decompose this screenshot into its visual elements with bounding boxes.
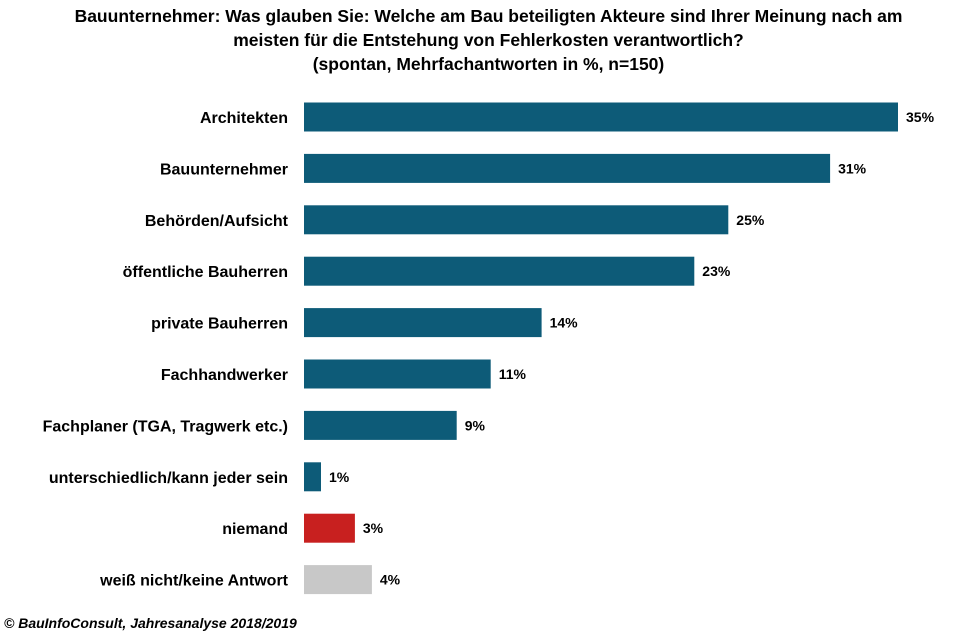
bar-2 [304, 205, 729, 235]
chart-title-line-1: Bauunternehmer: Was glauben Sie: Welche … [74, 6, 903, 26]
category-label-8: niemand [222, 521, 288, 538]
value-label-8: 3% [363, 520, 384, 536]
value-label-7: 1% [329, 469, 350, 485]
category-label-3: öffentliche Bauherren [123, 264, 288, 281]
value-label-9: 4% [380, 572, 401, 588]
value-label-5: 11% [499, 366, 527, 382]
category-label-7: unterschiedlich/kann jeder sein [49, 470, 288, 487]
bar-4 [304, 308, 542, 338]
source-note: © BauInfoConsult, Jahresanalyse 2018/201… [4, 615, 297, 631]
value-label-0: 35% [906, 109, 935, 125]
bar-5 [304, 359, 491, 389]
value-label-6: 9% [465, 417, 486, 433]
chart-title-line-3: (spontan, Mehrfachantworten in %, n=150) [312, 54, 665, 74]
chart-title-line-2: meisten für die Entstehung von Fehlerkos… [233, 30, 744, 50]
value-label-3: 23% [702, 263, 731, 279]
bar-8 [304, 513, 355, 543]
category-label-6: Fachplaner (TGA, Tragwerk etc.) [43, 418, 288, 435]
category-label-1: Bauunternehmer [160, 161, 288, 178]
bar-0 [304, 102, 898, 132]
chart-title: Bauunternehmer: Was glauben Sie: Welche … [0, 4, 977, 76]
category-label-4: private Bauherren [151, 316, 288, 333]
bar-9 [304, 565, 372, 595]
bar-7 [304, 462, 321, 492]
category-label-5: Fachhandwerker [161, 367, 288, 384]
bar-6 [304, 410, 457, 440]
bar-3 [304, 256, 695, 286]
value-label-1: 31% [838, 160, 867, 176]
value-label-4: 14% [550, 315, 579, 331]
category-label-9: weiß nicht/keine Antwort [99, 573, 289, 590]
category-label-0: Architekten [200, 110, 288, 127]
value-label-2: 25% [736, 212, 765, 228]
bar-1 [304, 153, 831, 183]
category-label-2: Behörden/Aufsicht [145, 213, 289, 230]
